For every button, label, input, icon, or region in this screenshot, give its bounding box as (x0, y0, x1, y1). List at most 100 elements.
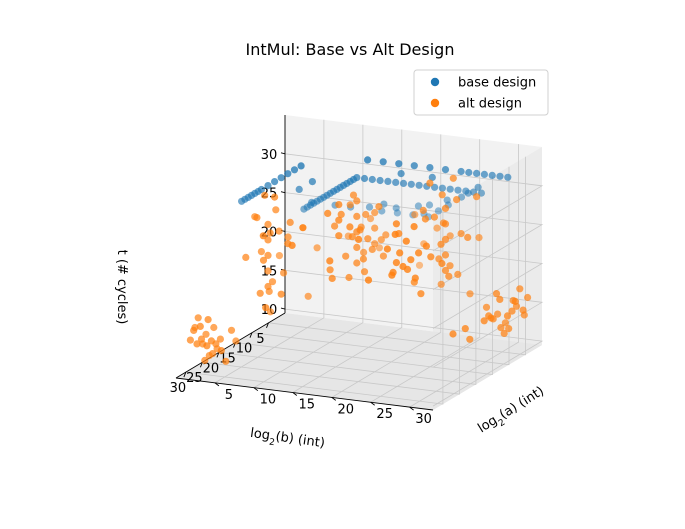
point-base-design (457, 167, 465, 176)
point-base-design (257, 185, 265, 194)
point-alt-design (346, 201, 354, 209)
point-alt-design (426, 179, 434, 187)
point-alt-design (377, 236, 385, 244)
x-tick-label: 5 (225, 388, 233, 403)
point-base-design (308, 178, 316, 186)
y-tick-label: 10 (236, 342, 253, 357)
point-base-design (474, 183, 482, 191)
point-alt-design (266, 308, 274, 316)
point-alt-design (186, 336, 194, 344)
point-base-design (379, 158, 387, 166)
point-alt-design (500, 329, 508, 337)
point-base-design (496, 172, 504, 180)
point-alt-design (497, 324, 505, 332)
point-base-design (353, 174, 361, 182)
point-base-design (415, 181, 423, 189)
y-axis-label: log2(b) (int) (249, 426, 326, 455)
point-base-design (407, 180, 415, 188)
point-alt-design (494, 310, 502, 318)
point-alt-design (466, 335, 474, 343)
point-base-design (297, 162, 305, 170)
point-alt-design (353, 197, 361, 205)
grid-line-z (284, 231, 544, 329)
grid-line-x (253, 124, 364, 389)
point-alt-design (445, 272, 453, 280)
y-tick-label: 30 (170, 381, 187, 396)
point-alt-design (503, 312, 512, 320)
legend-marker-base (430, 77, 440, 87)
point-alt-design (355, 235, 363, 243)
z-axis-label: t (# cycles) (114, 250, 129, 325)
point-alt-design (277, 290, 285, 298)
x-tick-label: 20 (337, 402, 354, 417)
point-alt-design (286, 218, 294, 226)
y-tick-mark (200, 362, 203, 368)
point-alt-design (209, 350, 217, 358)
grid-line-x (409, 144, 519, 408)
x-tick-label: 10 (260, 393, 277, 408)
point-alt-design (422, 242, 430, 250)
point-alt-design (383, 245, 391, 253)
grid-lines (185, 119, 544, 408)
point-base-design (465, 168, 473, 177)
point-alt-design (501, 319, 509, 327)
x-tick-label: 25 (376, 407, 393, 422)
legend-box (413, 69, 549, 116)
point-alt-design (371, 224, 379, 232)
point-alt-design (441, 266, 450, 275)
point-alt-design (253, 214, 261, 222)
point-alt-design (480, 317, 488, 325)
point-alt-design (268, 278, 277, 286)
point-base-design (431, 183, 439, 191)
grid-line-z (284, 308, 544, 407)
point-base-design (414, 202, 422, 210)
grid-line-x (214, 119, 325, 384)
point-alt-design (216, 335, 224, 343)
point-base-design (428, 173, 436, 181)
x-tick-mark (292, 392, 298, 396)
point-alt-design (433, 224, 441, 232)
point-alt-design (324, 209, 332, 217)
point-alt-design (417, 290, 425, 298)
point-alt-design (368, 245, 376, 253)
point-alt-design (299, 224, 307, 232)
point-alt-design (371, 240, 379, 248)
point-alt-design (382, 231, 390, 239)
point-alt-design (511, 297, 519, 305)
point-alt-design (508, 307, 516, 315)
point-alt-design (203, 342, 211, 350)
point-alt-design (264, 267, 272, 275)
point-alt-design (407, 256, 415, 264)
point-base-design (462, 187, 470, 195)
point-alt-design (366, 215, 375, 223)
point-base-design (443, 196, 451, 204)
point-alt-design (284, 233, 292, 241)
point-alt-design (304, 292, 312, 300)
x-tick-mark (409, 406, 414, 411)
point-alt-design (505, 325, 513, 333)
point-base-design (399, 179, 408, 187)
point-alt-design (388, 271, 396, 279)
point-alt-design (437, 280, 445, 288)
point-alt-design (466, 290, 474, 298)
y-tick-mark (216, 352, 220, 358)
point-alt-design (202, 330, 210, 338)
point-base-design (473, 169, 481, 177)
legend-marker-alt (430, 98, 440, 108)
point-alt-design (457, 230, 465, 238)
x-tick-mark (370, 401, 375, 406)
grid-line-y (202, 196, 460, 395)
point-alt-design (519, 306, 527, 314)
point-base-design (441, 166, 450, 174)
point-alt-design (411, 211, 419, 219)
point-alt-design (346, 223, 354, 231)
point-alt-design (360, 268, 369, 276)
point-alt-design (464, 233, 472, 241)
point-alt-design (364, 235, 372, 243)
point-base-design (410, 162, 418, 170)
point-alt-design (360, 248, 368, 256)
point-alt-design (288, 241, 296, 249)
point-alt-design (353, 259, 361, 267)
grid-line-z (284, 192, 544, 290)
